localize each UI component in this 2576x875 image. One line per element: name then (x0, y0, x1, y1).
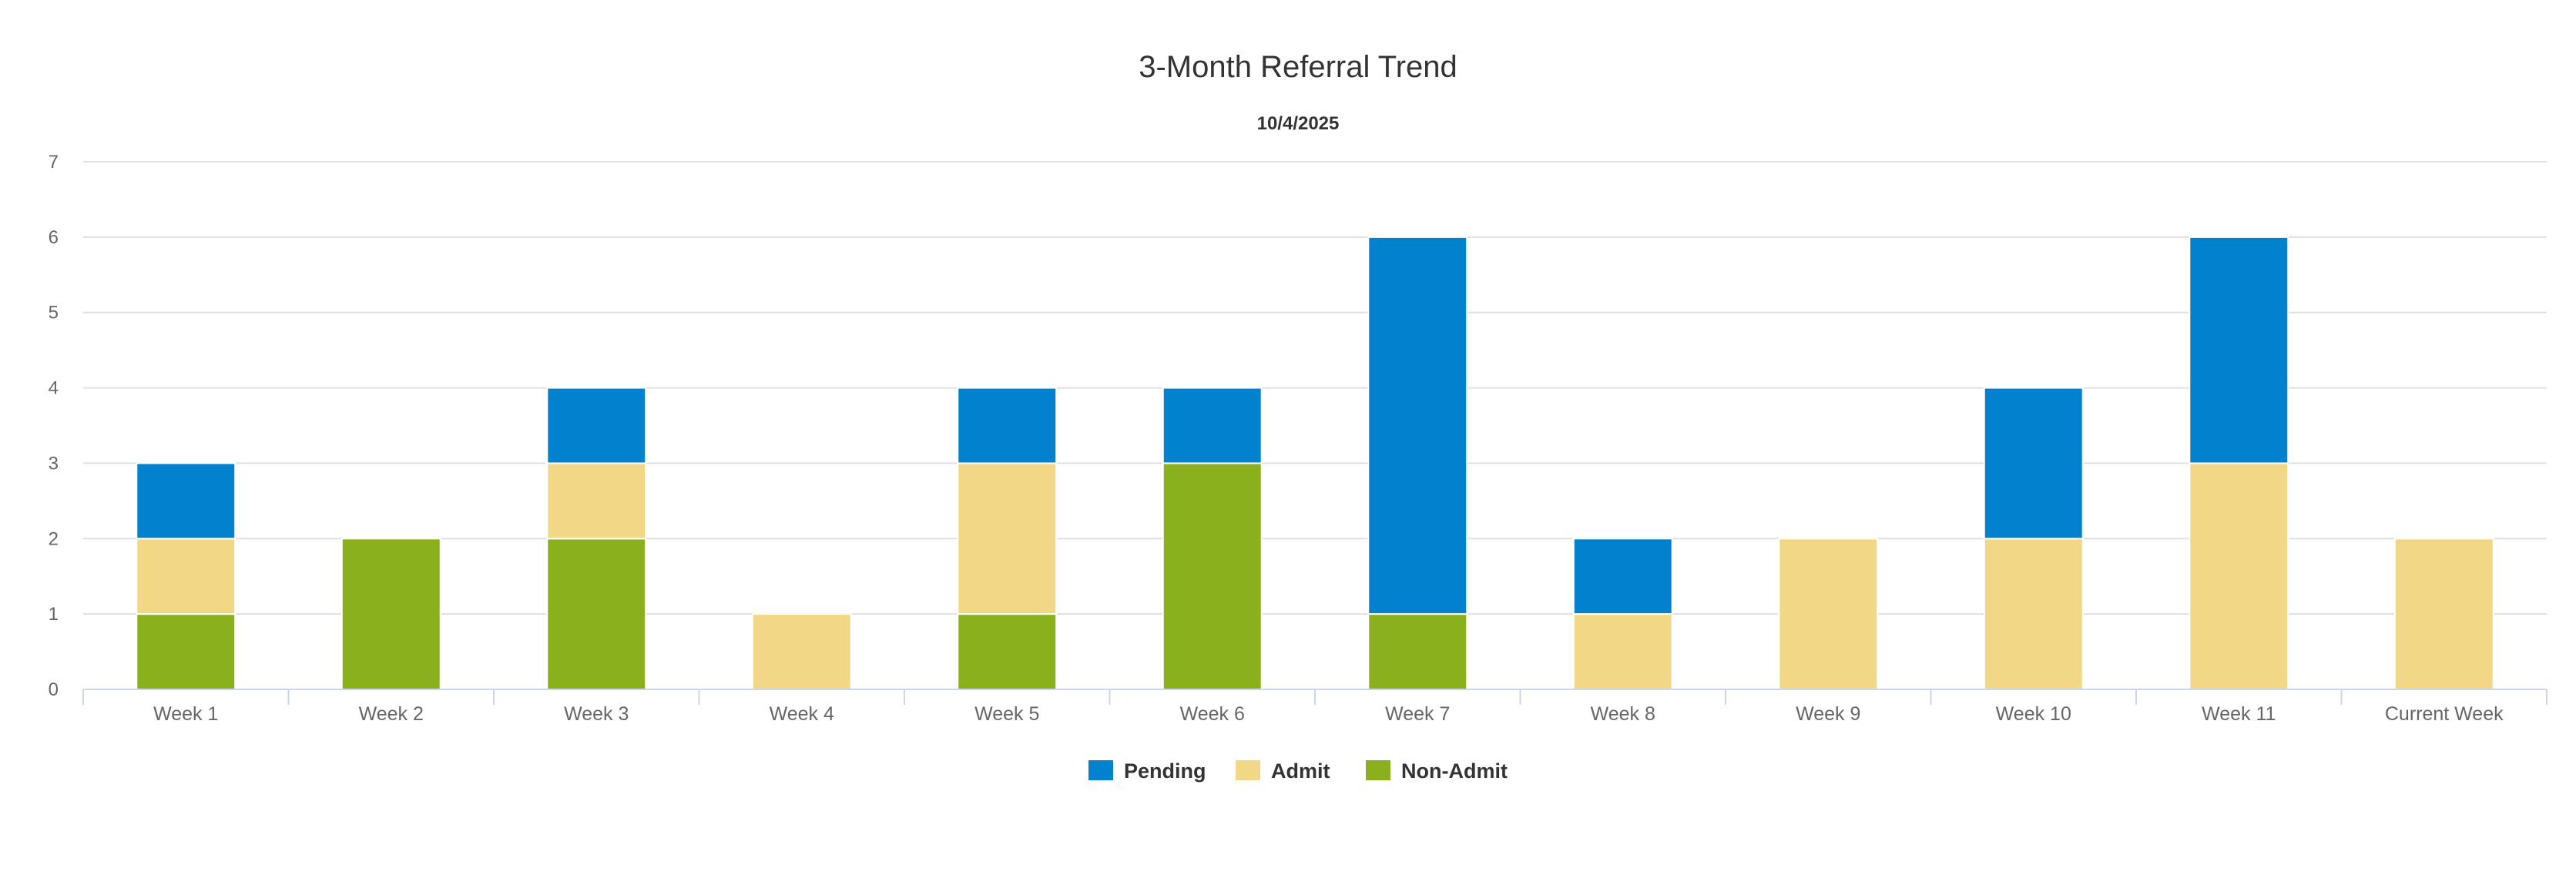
x-tick-label: Week 4 (770, 703, 834, 725)
bar-segment-non-admit[interactable] (1162, 462, 1263, 691)
legend-label: Pending (1124, 759, 1206, 783)
bar-stack[interactable] (1367, 236, 1468, 691)
bar-stack[interactable] (1778, 538, 1879, 690)
bar-segment-pending[interactable] (1367, 236, 1468, 615)
legend[interactable]: Pending Admit Non-Admit (1088, 759, 1508, 783)
bar-stack[interactable] (1162, 387, 1263, 691)
bar-stack[interactable] (2393, 538, 2494, 690)
y-tick-label: 1 (49, 604, 59, 625)
x-tick-label: Week 11 (2202, 703, 2276, 725)
chart-subtitle: 10/4/2025 (1257, 113, 1340, 134)
chart-title: 3-Month Referral Trend (1139, 50, 1457, 84)
bar-segment-non-admit[interactable] (136, 613, 236, 691)
bar-segment-pending[interactable] (957, 387, 1058, 464)
y-axis-ticks: 0 1 2 3 4 5 6 7 (49, 152, 59, 700)
bar-segment-non-admit[interactable] (957, 613, 1058, 691)
legend-item-non-admit[interactable]: Non-Admit (1366, 759, 1508, 783)
bar-stack[interactable] (546, 387, 647, 690)
bar-segment-pending[interactable] (546, 387, 647, 464)
y-tick-label: 3 (49, 453, 59, 474)
bar-stack[interactable] (2189, 236, 2289, 691)
bar-segment-non-admit[interactable] (340, 538, 441, 690)
bar-segment-admit[interactable] (136, 538, 236, 615)
x-tick-label: Week 10 (1996, 703, 2071, 725)
x-tick-label: Week 7 (1385, 703, 1450, 725)
legend-item-admit[interactable]: Admit (1236, 759, 1330, 783)
y-tick-label: 7 (49, 152, 59, 173)
bar-segment-admit[interactable] (2189, 462, 2289, 691)
bars (136, 236, 2494, 691)
y-tick-label: 5 (49, 303, 59, 324)
x-tick-label: Current Week (2385, 703, 2504, 725)
bar-stack[interactable] (751, 613, 852, 691)
bar-segment-pending[interactable] (2189, 236, 2289, 464)
x-tick-label: Week 8 (1591, 703, 1655, 725)
bar-stack[interactable] (1572, 538, 1673, 691)
legend-item-pending[interactable]: Pending (1088, 759, 1206, 783)
legend-label: Admit (1271, 759, 1330, 783)
legend-label: Non-Admit (1401, 759, 1508, 783)
legend-swatch (1236, 760, 1260, 780)
legend-swatch (1088, 760, 1113, 780)
bar-segment-non-admit[interactable] (1367, 613, 1468, 691)
bar-segment-admit[interactable] (2393, 538, 2494, 690)
x-tick-label: Week 1 (153, 703, 218, 725)
bar-segment-admit[interactable] (546, 462, 647, 540)
x-tick-label: Week 2 (359, 703, 424, 725)
y-tick-label: 4 (49, 378, 59, 399)
bar-segment-pending[interactable] (1983, 387, 2084, 540)
x-tick-label: Week 5 (974, 703, 1039, 725)
gridlines (83, 161, 2547, 615)
bar-segment-pending[interactable] (1572, 538, 1673, 615)
bar-segment-pending[interactable] (1162, 387, 1263, 464)
bar-segment-admit[interactable] (1983, 538, 2084, 690)
bar-stack[interactable] (957, 387, 1058, 691)
x-axis: Week 1 Week 2 Week 3 Week 4 Week 5 Week 6 Week… (82, 689, 2547, 725)
y-tick-label: 2 (49, 528, 59, 549)
bar-stack[interactable] (136, 462, 236, 691)
legend-swatch (1366, 760, 1390, 780)
x-tick-label: Week 9 (1796, 703, 1860, 725)
bar-segment-admit[interactable] (751, 613, 852, 691)
x-tick-label: Week 3 (564, 703, 629, 725)
bar-stack[interactable] (340, 538, 441, 690)
bar-segment-admit[interactable] (957, 462, 1058, 615)
bar-segment-non-admit[interactable] (546, 538, 647, 690)
bar-stack[interactable] (1983, 387, 2084, 690)
bar-segment-admit[interactable] (1572, 613, 1673, 691)
y-tick-label: 0 (49, 679, 59, 700)
bar-segment-admit[interactable] (1778, 538, 1879, 690)
bar-segment-pending[interactable] (136, 462, 236, 540)
y-tick-label: 6 (49, 227, 59, 248)
x-tick-label: Week 6 (1180, 703, 1245, 725)
